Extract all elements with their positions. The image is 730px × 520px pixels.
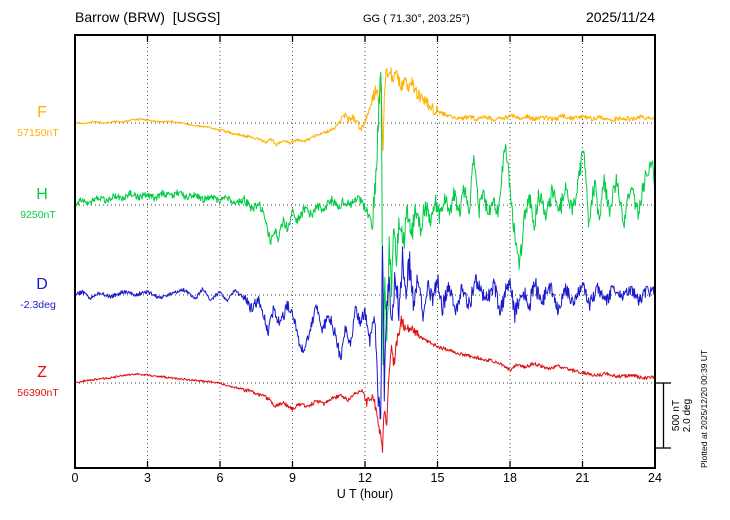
trace-Z [74,315,656,453]
geo-coordinates: GG ( 71.30°, 203.25°) [363,13,470,25]
scalebar-label-nt: 500 nT [671,400,682,431]
station-title: Barrow (BRW) [USGS] [75,9,221,25]
x-tick-label: 24 [648,471,662,485]
x-tick-label: 15 [431,471,445,485]
series-label-H: H [36,186,48,203]
series-baseline-Z: 56390nT [17,387,59,399]
x-tick-label: 18 [503,471,517,485]
trace-H [74,72,656,366]
trace-F [74,67,656,152]
x-tick-label: 3 [144,471,151,485]
series-label-F: F [37,104,47,121]
x-tick-label: 12 [358,471,372,485]
x-tick-label: 6 [217,471,224,485]
x-tick-label: 0 [72,471,79,485]
plot-date: 2025/11/24 [585,9,655,25]
series-label-Z: Z [37,364,47,381]
trace-D [74,245,656,420]
plotted-at-note: Plotted at 2025/12/20 00:39 UT [699,350,709,468]
x-axis-title: U T (hour) [337,487,394,501]
series-baseline-F: 57150nT [17,127,59,139]
series-baseline-H: 9250nT [20,209,56,221]
scalebar-label-deg: 2.0 deg [682,399,693,432]
x-tick-label: 9 [289,471,296,485]
x-tick-label: 21 [576,471,590,485]
series-label-D: D [36,276,48,293]
series-baseline-D: -2.3deg [20,299,56,311]
